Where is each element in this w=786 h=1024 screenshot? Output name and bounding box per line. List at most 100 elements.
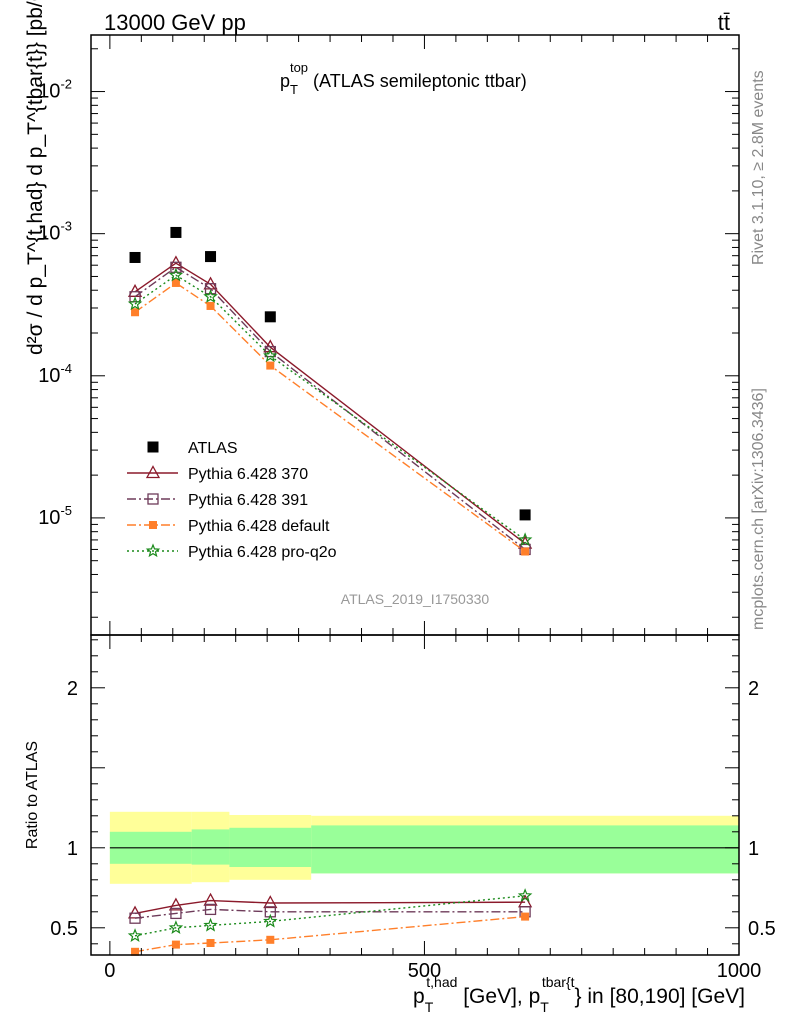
main-point-0-0: [129, 251, 141, 263]
legend-label: Pythia 6.428 391: [188, 492, 308, 509]
xlabel-p2: p: [529, 985, 541, 1008]
legend-label: ATLAS: [188, 440, 238, 457]
rivet-version-label: Rivet 3.1.10, ≥ 2.8M events: [750, 70, 767, 265]
main-point-3-1: [171, 278, 180, 287]
ratio-y-tick-label-right: 0.5: [748, 918, 776, 940]
ratio-series-line-2: [134, 915, 526, 953]
legend-marker: [145, 465, 161, 479]
main-point-2-1: [170, 261, 182, 273]
ratio-point-1-2: [204, 903, 217, 916]
legend-entry: ATLAS: [147, 440, 238, 457]
legend-entry: Pythia 6.428 391: [127, 492, 308, 509]
ratio-y-ticks: 0.5 0.5 1 1 2 2: [50, 639, 776, 945]
ratio-series-line-1: [134, 908, 526, 919]
ratio-frame: [90, 634, 740, 956]
main-series-line-3: [134, 282, 526, 553]
ratio-plot-area: [109, 811, 739, 956]
title-rest: (ATLAS semileptonic ttbar): [308, 71, 527, 91]
main-series-line-4: [134, 274, 526, 541]
ratio-point-0-2: [203, 892, 218, 906]
watermark: ATLAS_2019_I1750330: [341, 591, 490, 607]
ratio-point-2-4: [521, 912, 530, 921]
main-series-2: [129, 261, 531, 556]
main-y-tick-label: 10-5: [38, 503, 72, 529]
ratio-point-0-1: [168, 897, 184, 911]
x-tick-label: 1000: [717, 960, 762, 982]
legend-entry: Pythia 6.428 pro-q2o: [127, 543, 337, 561]
ratio-series-3: [127, 888, 533, 942]
ratio-point-2-0: [131, 947, 140, 956]
main-point-3-0: [131, 308, 140, 317]
main-series-3: [131, 278, 530, 556]
main-point-0-2: [205, 251, 217, 263]
legend-marker: [147, 441, 159, 453]
ratio-point-2-3: [266, 935, 275, 944]
ratio-point-2-2: [206, 939, 215, 947]
legend: ATLAS Pythia 6.428 370 Pythia 6.428 391 Pyt…: [127, 440, 337, 561]
ratio-series-line-0: [134, 899, 526, 915]
main-point-3-2: [206, 301, 215, 310]
ratio-band-inner: [191, 829, 230, 865]
main-series-line-2: [134, 266, 526, 550]
ratio-y-tick-label-right: 1: [748, 838, 759, 860]
main-panel: 10-5 10-4 10-3 10-2 ATLAS_2019_I1750330 pTt…: [24, 0, 740, 636]
legend-label: Pythia 6.428 370: [188, 466, 308, 483]
ratio-y-tick-label: 0.5: [50, 918, 78, 940]
legend-label: Pythia 6.428 pro-q2o: [188, 544, 337, 561]
main-x-ticks: [109, 35, 740, 635]
main-point-2-2: [204, 283, 217, 295]
main-point-4-0: [127, 296, 143, 311]
main-point-0-4: [519, 509, 531, 521]
title-sub: T: [290, 82, 298, 97]
ratio-point-3-4: [517, 888, 533, 902]
ratio-panel: 0.5 0.51 12 2 0 500 1000 Ratio to ATLAS pTt,h…: [24, 634, 776, 1015]
ratio-band-inner: [311, 825, 739, 874]
ratio-point-1-0: [129, 912, 141, 924]
main-point-0-3: [264, 311, 276, 323]
main-y-label: d²σ / d p_T^{t,had} d p_T^{tbar{t}} [pb/…: [24, 0, 47, 355]
ratio-point-0-3: [263, 895, 278, 909]
title-sup: top: [290, 60, 308, 75]
ratio-series-line-3: [134, 895, 526, 937]
ratio-point-3-1: [168, 920, 184, 934]
main-point-4-4: [517, 532, 533, 547]
legend-label: Pythia 6.428 default: [188, 518, 330, 535]
main-point-1-0: [127, 283, 143, 297]
xlabel-T1: T: [425, 999, 434, 1015]
x-tick-label: 0: [104, 960, 115, 982]
legend-marker: [145, 543, 161, 558]
main-point-0-1: [170, 226, 182, 238]
main-y-tick-label: 10-2: [38, 77, 72, 103]
xlabel-gev: [GeV],: [457, 985, 528, 1008]
legend-marker: [147, 493, 159, 505]
xlabel-had: t,had: [426, 974, 457, 990]
ratio-series-0: [127, 892, 533, 919]
legend-entry: Pythia 6.428 default: [127, 518, 330, 535]
main-y-ticks: 10-5 10-4 10-3 10-2: [38, 48, 739, 618]
main-series-4: [127, 267, 533, 547]
x-tick-label: 500: [408, 960, 441, 982]
main-y-tick-label: 10-4: [38, 361, 72, 387]
main-point-3-4: [521, 547, 530, 556]
legend-entry: Pythia 6.428 370: [127, 465, 308, 483]
ratio-series-2: [131, 912, 530, 956]
title-p: p: [280, 71, 290, 91]
xlabel-tbar: tbar{t: [542, 974, 575, 990]
main-title: pTtop (ATLAS semileptonic ttbar): [280, 60, 527, 97]
legend-marker: [149, 521, 157, 529]
x-axis-label: pTt,had [GeV], pTtbar{t} in [80,190] [Ge…: [413, 974, 745, 1015]
particle-label: tt̄: [718, 10, 730, 35]
ratio-point-2-1: [171, 940, 180, 949]
ratio-point-1-1: [170, 907, 182, 920]
main-point-2-0: [129, 291, 141, 303]
main-point-4-3: [263, 348, 278, 363]
mcplots-label: mcplots.cern.ch [arXiv:1306.3436]: [750, 388, 767, 630]
xlabel-T2: T: [540, 999, 549, 1015]
main-plot-area: [127, 226, 533, 556]
xlabel-p: p: [413, 985, 425, 1008]
ratio-y-tick-label-right: 2: [748, 678, 759, 700]
ratio-x-ticks: 0 500 1000: [104, 635, 761, 982]
ratio-y-tick-label: 1: [67, 838, 78, 860]
main-point-3-3: [266, 361, 275, 370]
